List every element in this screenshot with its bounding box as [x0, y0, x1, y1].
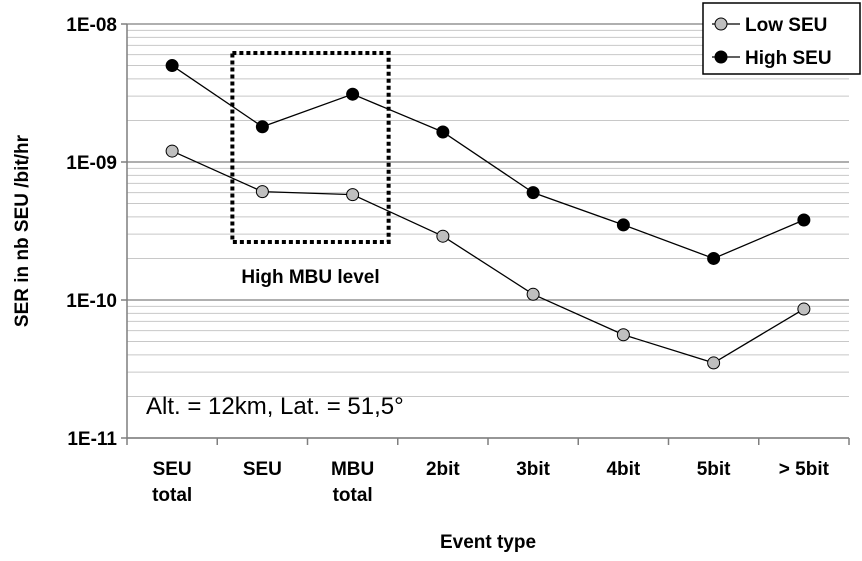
data-point: [436, 125, 450, 139]
y-tick-label: 1E-09: [66, 153, 117, 174]
series-low-seu: [165, 144, 811, 370]
data-point: [346, 87, 360, 101]
x-tick-label: total: [152, 485, 192, 506]
legend: Low SEU High SEU: [702, 2, 861, 75]
high-mbu-box: [230, 51, 391, 244]
conditions-label: Alt. = 12km, Lat. = 51,5°: [146, 393, 404, 420]
x-tick-label: total: [333, 485, 373, 506]
legend-marker: [714, 50, 728, 64]
data-point: [255, 185, 269, 199]
data-point: [346, 188, 360, 202]
x-tick-label: 3bit: [516, 459, 550, 480]
data-point: [165, 59, 179, 73]
y-tick-labels: 1E-11 1E-10 1E-09 1E-08: [66, 15, 117, 450]
y-axis-title: SER in nb SEU /bit/hr: [12, 134, 33, 327]
data-point: [165, 144, 179, 158]
legend-item: Low SEU: [712, 15, 827, 36]
x-tick-label: > 5bit: [779, 459, 830, 480]
legend-label: High SEU: [745, 48, 832, 69]
x-axis-title: Event type: [440, 532, 536, 553]
x-tick-label: MBU: [331, 459, 374, 480]
series-high-seu: [165, 59, 811, 265]
y-tick-label: 1E-08: [66, 15, 117, 36]
legend-box: [702, 2, 861, 75]
y-tick-label: 1E-11: [67, 429, 117, 450]
legend-marker: [714, 17, 728, 31]
data-point: [436, 229, 450, 243]
series-layer: [165, 59, 811, 370]
legend-label: Low SEU: [745, 15, 827, 36]
axes: [121, 23, 850, 445]
data-point: [616, 328, 630, 342]
series-line: [171, 150, 805, 364]
data-point: [255, 120, 269, 134]
y-tick-label: 1E-10: [66, 291, 117, 312]
x-tick-labels: SEU total SEU MBU total 2bit 3bit 4bit 5bit > 5bi…: [152, 459, 830, 506]
data-point: [707, 251, 721, 265]
data-point: [616, 218, 630, 232]
data-point: [797, 213, 811, 227]
series-line: [171, 65, 805, 260]
x-tick-label: 5bit: [697, 459, 731, 480]
data-point: [707, 356, 721, 370]
x-tick-label: 2bit: [426, 459, 460, 480]
legend-item: High SEU: [712, 48, 832, 69]
data-point: [526, 287, 540, 301]
x-tick-label: SEU: [153, 459, 192, 480]
high-mbu-label: High MBU level: [241, 267, 379, 288]
x-tick-label: SEU: [243, 459, 282, 480]
x-tick-label: 4bit: [606, 459, 640, 480]
data-point: [526, 186, 540, 200]
data-point: [797, 302, 811, 316]
